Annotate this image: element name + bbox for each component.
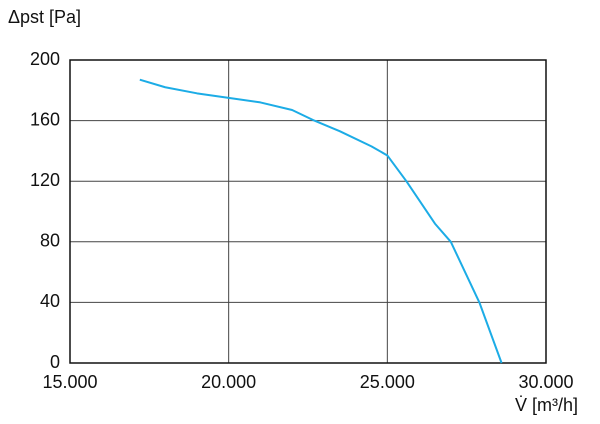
x-tick-label: 20.000 [201,372,256,392]
data-line [139,78,503,364]
y-tick-label: 0 [50,352,60,372]
y-tick-label: 160 [30,109,60,129]
plot-frame [69,59,547,364]
y-tick-label: 200 [30,49,60,69]
x-axis-label: V̇ [m³/h] [515,395,578,415]
x-tick-label: 15.000 [42,372,97,392]
y-tick-label: 80 [40,231,60,251]
y-axis-label: Δpst [Pa] [8,7,81,27]
x-tick-label: 25.000 [360,372,415,392]
y-tick-label: 120 [30,170,60,190]
x-tick-label: 30.000 [518,372,573,392]
y-tick-label: 40 [40,291,60,311]
